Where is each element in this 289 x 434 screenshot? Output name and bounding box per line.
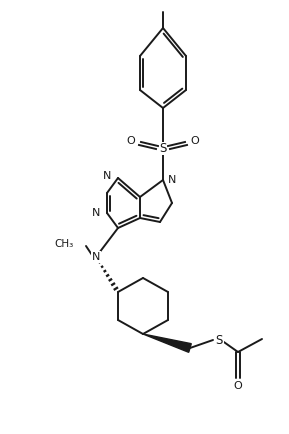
Text: CH₃: CH₃ — [55, 239, 74, 249]
Text: S: S — [215, 333, 222, 346]
Text: N: N — [92, 252, 100, 262]
Text: N: N — [92, 208, 100, 218]
Text: O: O — [191, 136, 199, 146]
Text: O: O — [127, 136, 135, 146]
Text: N: N — [103, 171, 111, 181]
Text: S: S — [159, 141, 167, 155]
Text: O: O — [234, 381, 242, 391]
Polygon shape — [143, 334, 191, 352]
Text: N: N — [168, 175, 176, 185]
